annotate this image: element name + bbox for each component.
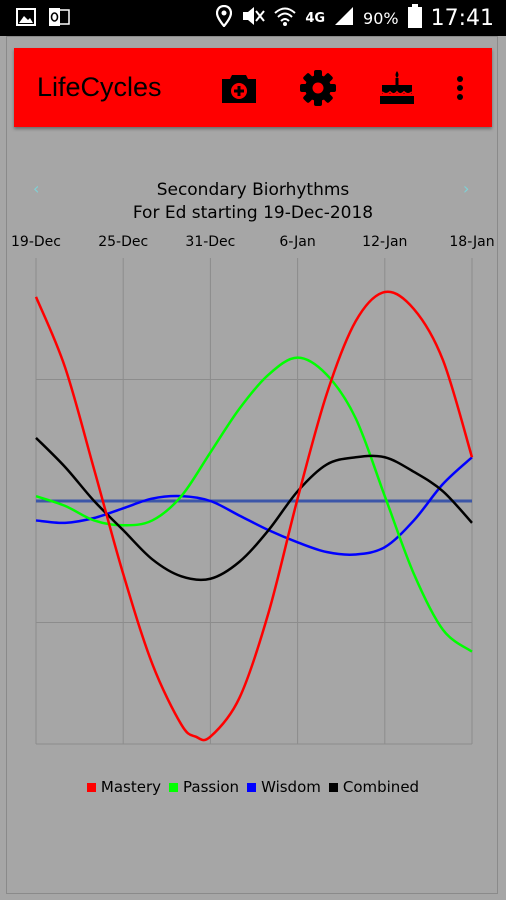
more-vertical-icon[interactable]: [450, 68, 470, 108]
gallery-icon: [16, 7, 36, 31]
content-frame: [6, 36, 498, 894]
chart-subtitle: For Ed starting 19-Dec-2018: [132, 203, 374, 223]
camera-plus-icon[interactable]: [219, 68, 259, 108]
next-arrow-icon[interactable]: ›: [463, 179, 470, 198]
legend-item-combined: Combined: [328, 778, 420, 796]
mute-icon: [241, 5, 266, 31]
series-line-wisdom: [35, 456, 473, 556]
legend-label: Wisdom: [261, 778, 321, 796]
wifi-icon: [274, 5, 296, 31]
series-line-mastery: [34, 290, 474, 742]
x-tick-label: 31-Dec: [185, 234, 235, 250]
legend-item-mastery: Mastery: [86, 778, 162, 796]
x-tick-label: 25-Dec: [98, 234, 148, 250]
app-title: LifeCycles: [37, 72, 162, 102]
x-tick-label: 19-Dec: [11, 234, 61, 250]
legend-swatch: [247, 782, 257, 792]
signal-icon: [334, 6, 354, 30]
legend-swatch: [169, 782, 179, 792]
location-icon: [216, 4, 233, 31]
chart-legend: Mastery Passion Wisdom Combined: [0, 778, 506, 796]
gear-icon[interactable]: [298, 68, 338, 108]
legend-swatch: [328, 782, 338, 792]
legend-label: Mastery: [100, 778, 162, 796]
legend-item-wisdom: Wisdom: [247, 778, 321, 796]
birthday-cake-icon[interactable]: [377, 68, 417, 108]
legend-item-passion: Passion: [169, 778, 239, 796]
app-bar: LifeCycles: [14, 48, 492, 127]
x-tick-label: 18-Jan: [449, 234, 494, 250]
battery-icon: [407, 4, 422, 32]
legend-swatch: [86, 782, 96, 792]
clock: 17:41: [430, 5, 494, 31]
x-tick-label: 6-Jan: [279, 234, 315, 250]
x-tick-label: 12-Jan: [362, 234, 407, 250]
series-line-combined: [35, 436, 473, 582]
series-line-passion: [35, 356, 473, 653]
legend-label: Passion: [183, 778, 240, 796]
previous-arrow-icon[interactable]: ‹: [33, 179, 40, 198]
biorhythm-chart: 19-Dec 25-Dec 31-Dec 6-Jan 12-Jan 18-Jan: [11, 234, 495, 745]
outlook-icon: [48, 7, 70, 31]
battery-percent: 90%: [363, 8, 399, 28]
network-type-label: 4G: [305, 10, 326, 26]
status-bar: 4G 90% 17:41: [0, 0, 506, 36]
chart-title: Secondary Biorhythms: [156, 180, 350, 200]
legend-label: Combined: [342, 778, 420, 796]
